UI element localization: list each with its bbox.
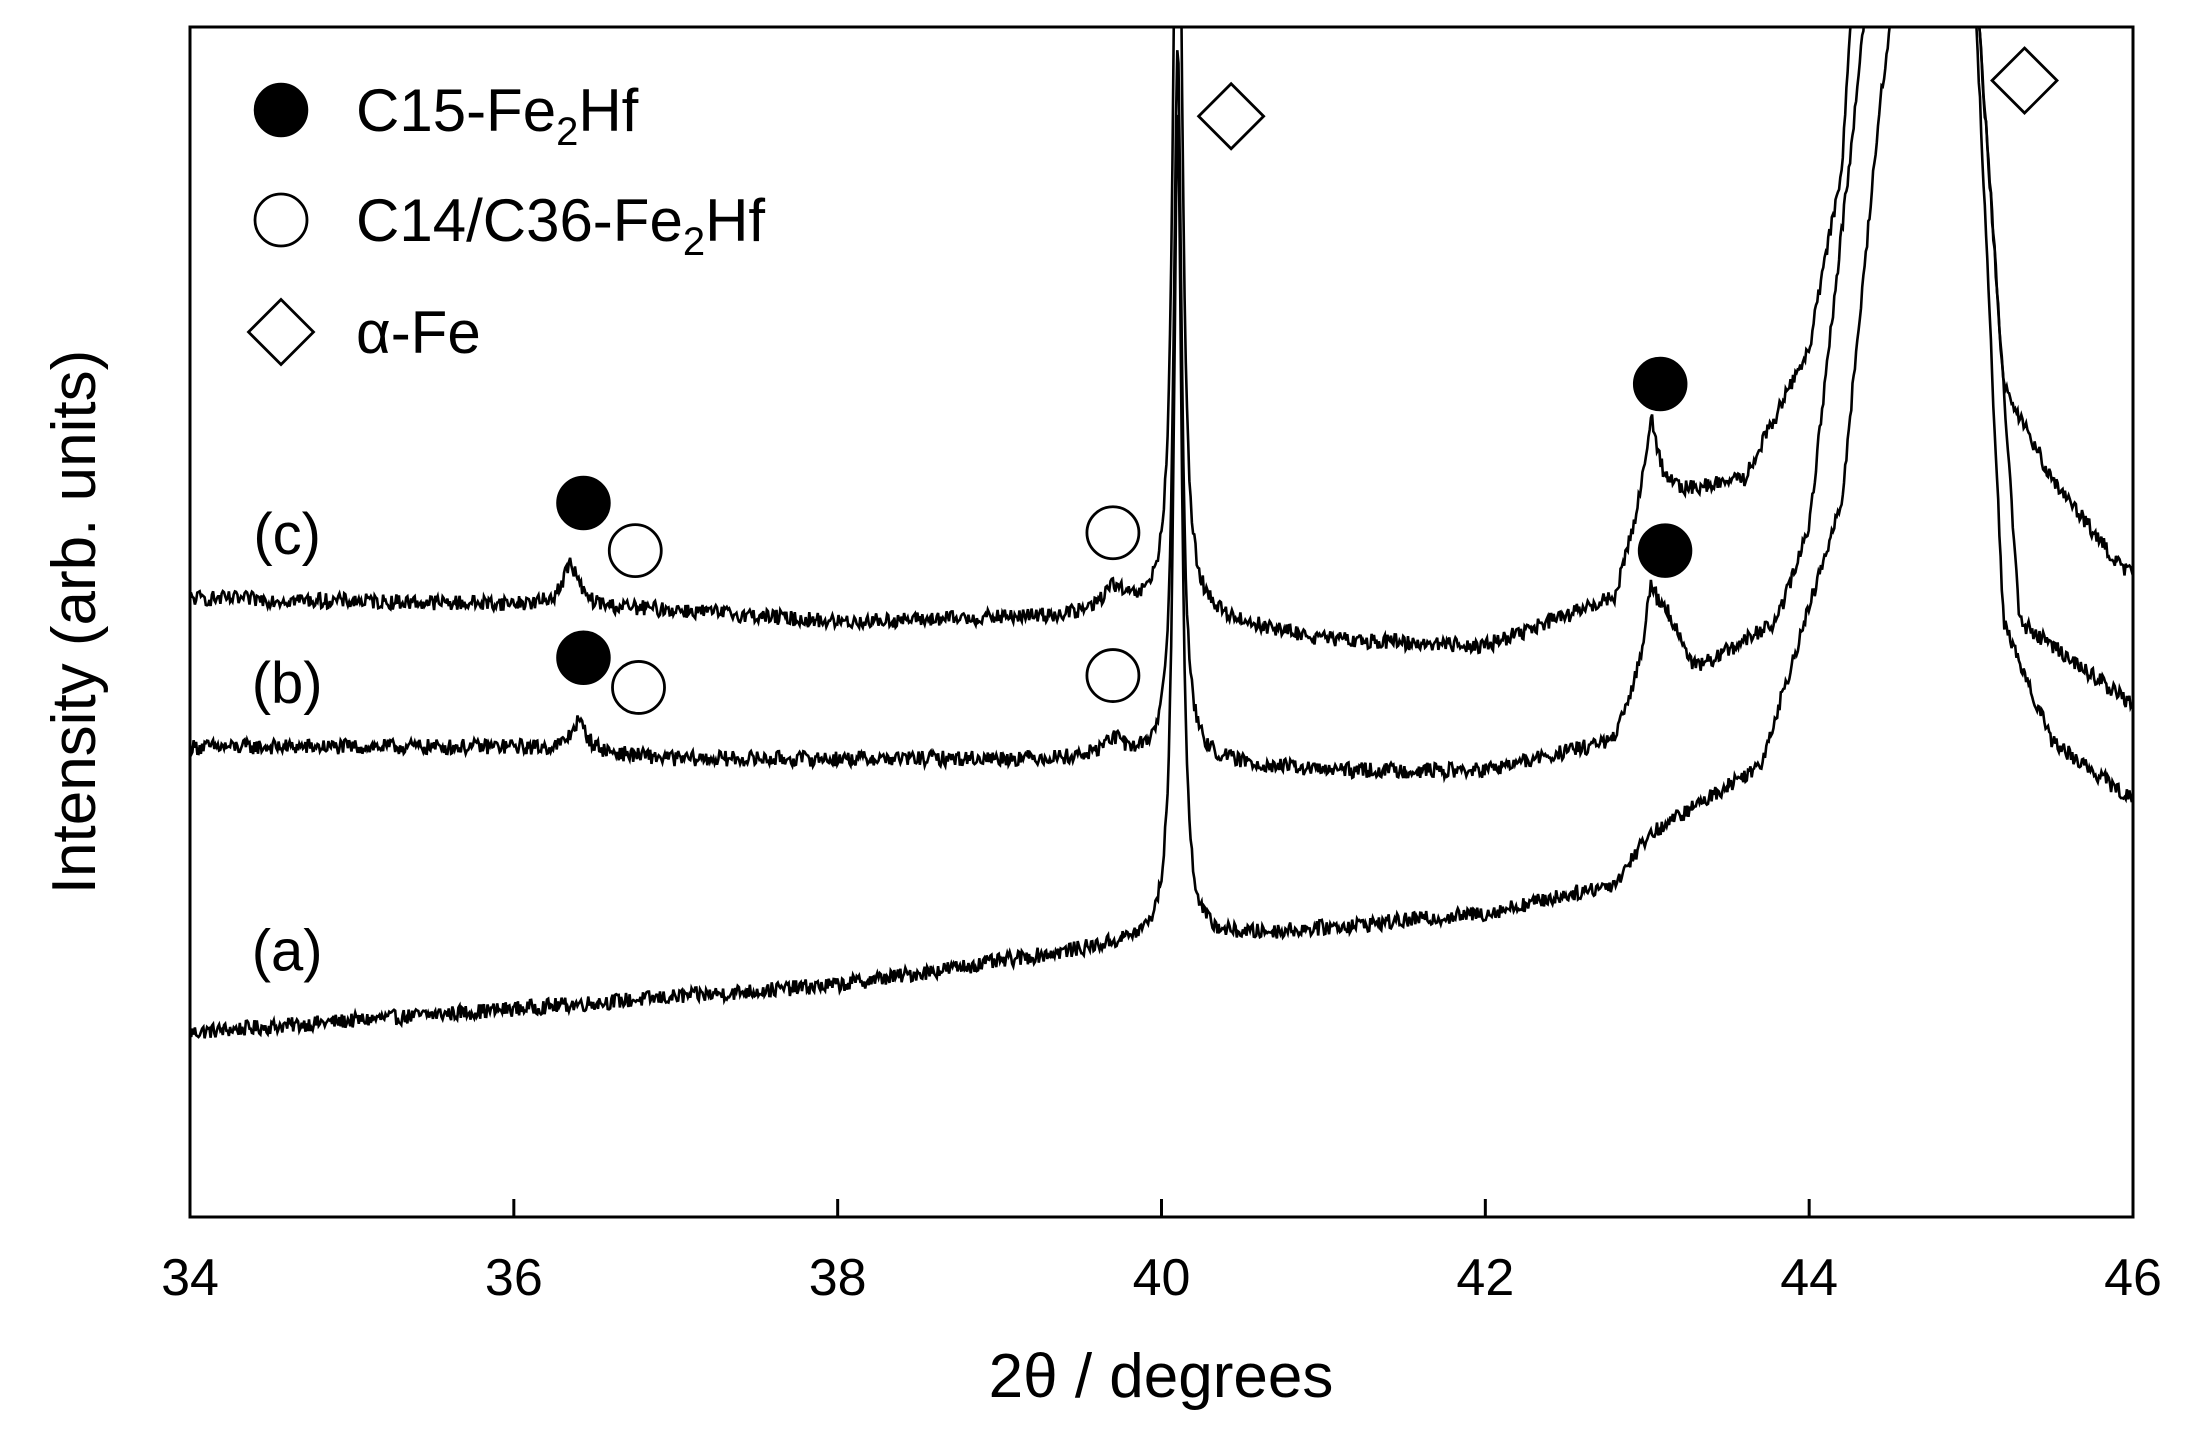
filled-circle-marker <box>1632 356 1688 412</box>
open-diamond-marker <box>1990 46 2059 116</box>
legend-label: α-Fe <box>356 299 481 366</box>
x-tick-label: 40 <box>1133 1249 1191 1307</box>
legend-open-circle-icon <box>253 192 309 248</box>
legend: C15-Fe2Hf C14/C36-Fe2Hf α-Fe <box>246 77 765 367</box>
series-line-a <box>190 27 2133 1039</box>
x-axis-title: 2θ / degrees <box>989 1342 1334 1411</box>
x-tick-label: 46 <box>2104 1249 2162 1307</box>
x-tick-label: 38 <box>809 1249 867 1307</box>
series-labels: (a) (b) (c) <box>252 502 323 984</box>
legend-filled-circle-icon <box>253 82 309 138</box>
open-circle-marker <box>611 660 666 715</box>
series-label: (a) <box>252 919 323 984</box>
x-tick-label: 34 <box>161 1249 219 1307</box>
legend-label: C14/C36-Fe2Hf <box>356 187 765 264</box>
open-circle-marker <box>1085 648 1141 703</box>
open-circle-marker <box>607 523 663 578</box>
series-line-c <box>190 27 2133 656</box>
series-label: (c) <box>253 502 321 567</box>
series-line-b <box>190 27 2133 784</box>
series-layer <box>190 27 2133 1039</box>
x-axis: 34 36 38 40 42 44 46 <box>161 1199 2162 1307</box>
open-circle-marker <box>1085 505 1141 561</box>
legend-open-diamond-icon <box>246 297 316 367</box>
filled-circle-marker <box>556 475 611 531</box>
y-axis-title: Intensity (arb. units) <box>40 350 109 894</box>
filled-circle-marker <box>556 630 611 685</box>
x-tick-label: 44 <box>1780 1249 1838 1307</box>
x-tick-label: 42 <box>1456 1249 1514 1307</box>
phase-markers <box>556 46 2059 715</box>
x-tick-label: 36 <box>485 1249 543 1307</box>
filled-circle-marker <box>1637 523 1693 578</box>
series-label: (b) <box>252 651 323 716</box>
legend-label: C15-Fe2Hf <box>356 77 639 154</box>
open-diamond-marker <box>1196 81 1266 151</box>
